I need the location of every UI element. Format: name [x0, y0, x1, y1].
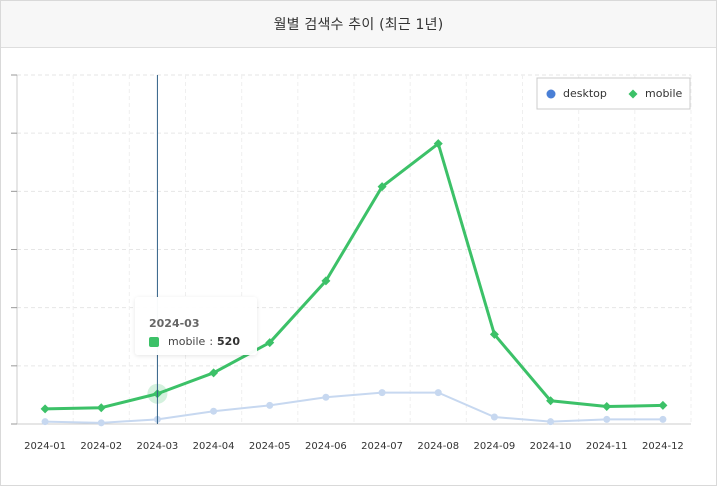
x-tick-label: 2024-08 [417, 441, 459, 452]
point-mobile [658, 400, 668, 410]
x-tick-label: 2024-01 [24, 441, 66, 452]
point-desktop [490, 413, 498, 421]
point-mobile [321, 276, 331, 286]
tooltip-row: mobile : 520 [149, 335, 240, 348]
point-desktop [547, 418, 555, 426]
point-mobile [489, 329, 499, 339]
legend-label-desktop: desktop [563, 87, 607, 100]
point-desktop [434, 389, 442, 397]
x-tick-label: 2024-05 [249, 441, 291, 452]
point-desktop [659, 415, 667, 423]
legend-marker-mobile [628, 89, 638, 99]
line-chart[interactable]: 2024-01 2024-02 2024-03 2024-04 2024-05 2024-… [1, 47, 718, 487]
x-tick-label: 2024-11 [586, 441, 628, 452]
tooltip-series-name: mobile [168, 335, 206, 348]
chart-grid [16, 74, 692, 424]
point-mobile [602, 402, 612, 412]
series-line-mobile [45, 142, 663, 411]
chart-title: 월별 검색수 추이 (최근 1년) [273, 17, 444, 33]
point-mobile [377, 182, 387, 192]
point-desktop [378, 389, 386, 397]
x-tick-label: 2024-04 [193, 441, 235, 452]
legend-box [536, 77, 691, 110]
chart-series [40, 139, 668, 427]
point-mobile [209, 368, 219, 378]
chart-legend[interactable]: desktop mobile [536, 77, 691, 110]
panel-header: 월별 검색수 추이 (최근 1년) [1, 1, 716, 48]
point-mobile [265, 338, 275, 348]
point-mobile [96, 403, 106, 413]
legend-label-mobile: mobile [645, 87, 683, 100]
x-tick-label: 2024-02 [80, 441, 122, 452]
point-desktop [97, 419, 105, 427]
point-desktop [41, 418, 49, 426]
tooltip-swatch [149, 336, 159, 347]
x-tick-label: 2024-09 [474, 441, 516, 452]
legend-marker-desktop [546, 89, 556, 99]
x-tick-label: 2024-06 [305, 441, 347, 452]
point-desktop [322, 393, 330, 401]
x-tick-label: 2024-10 [530, 441, 572, 452]
tooltip-separator: : [209, 335, 214, 348]
point-desktop [266, 401, 274, 409]
x-axis-ticks: 2024-01 2024-02 2024-03 2024-04 2024-05 2024-… [24, 441, 684, 452]
x-tick-label: 2024-12 [642, 441, 684, 452]
chart-panel: 월별 검색수 추이 (최근 1년) 2024-01 2024-02 2024-03 2… [0, 0, 717, 486]
point-desktop [210, 407, 218, 415]
point-mobile [433, 139, 443, 149]
point-desktop [603, 415, 611, 423]
tooltip-value: 520 [217, 335, 240, 348]
point-mobile [40, 404, 50, 414]
tooltip-category: 2024-03 [149, 317, 200, 330]
chart-axis [11, 74, 691, 425]
chart-tooltip: 2024-03 mobile : 520 [135, 297, 257, 355]
point-mobile [546, 396, 556, 406]
x-tick-label: 2024-03 [137, 441, 179, 452]
series-line-desktop [45, 391, 663, 424]
x-tick-label: 2024-07 [361, 441, 403, 452]
